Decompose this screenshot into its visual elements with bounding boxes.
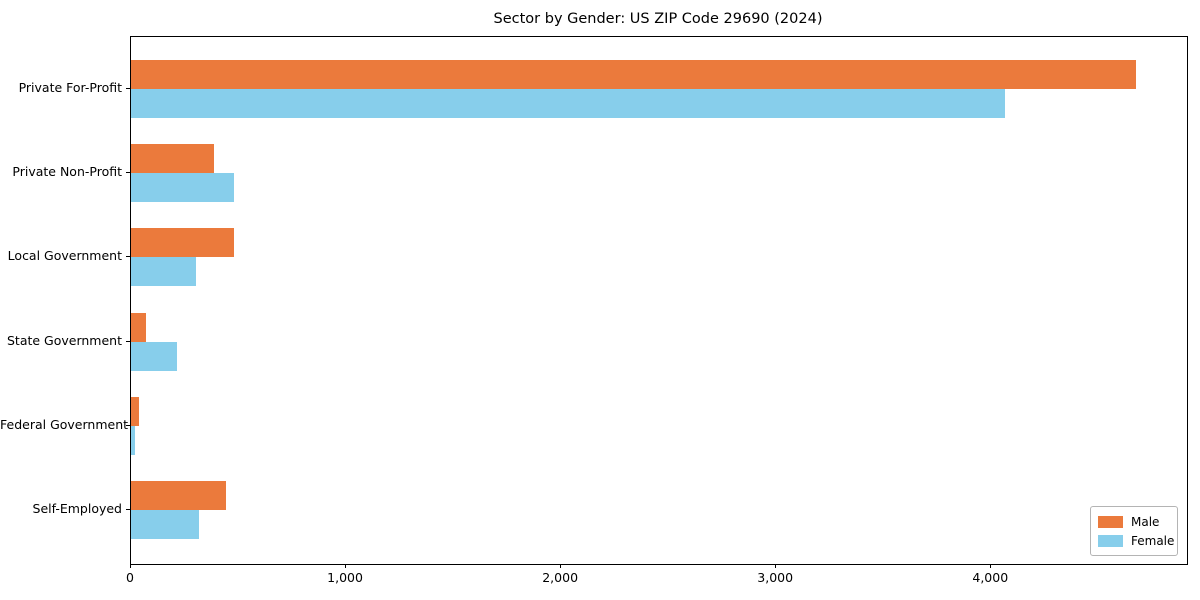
legend-swatch-female [1098,534,1123,547]
bar-male-1 [131,60,1137,89]
plot-area [130,36,1188,565]
legend: Male Female [1090,506,1178,556]
legend-label: Male [1131,514,1160,529]
bar-female-1 [131,89,1006,118]
category-label: Private For-Profit [18,80,122,95]
category-label: State Government [6,332,122,348]
x-tick [990,564,992,568]
y-tick [126,256,130,258]
bar-female-6 [131,510,199,539]
legend-swatch-male [1098,515,1123,528]
x-tick-label: 1,000 [327,570,363,585]
legend-item-female: Female [1098,531,1174,550]
bar-male-4 [131,312,147,342]
category-label: Self-Employed [32,501,122,516]
bar-female-2 [131,173,235,203]
y-tick [126,340,130,342]
bar-male-3 [131,228,235,258]
bar-male-5 [131,396,140,426]
category-label: Local Government [7,248,122,264]
bar-female-3 [131,257,196,287]
y-tick [126,172,130,174]
legend-item-male: Male [1098,512,1169,531]
bar-female-5 [131,425,135,455]
y-tick [126,88,130,89]
x-tick-label: 4,000 [972,570,1009,585]
x-tick [560,564,562,568]
x-tick-label: 3,000 [757,570,794,585]
y-tick [126,509,130,510]
legend-label: Female [1131,533,1175,548]
x-tick [775,564,777,568]
bar-female-4 [131,341,178,371]
bar-male-2 [131,144,214,174]
bar-male-6 [131,481,226,510]
x-tick [130,564,131,568]
chart-title: Sector by Gender: US ZIP Code 29690 (202… [493,11,823,27]
category-label: Federal Government [0,416,129,432]
y-tick [126,424,130,426]
category-label: Private Non-Profit [12,164,122,180]
x-tick-label: 0 [126,570,134,585]
x-tick [345,564,347,568]
x-tick-label: 2,000 [542,570,579,585]
